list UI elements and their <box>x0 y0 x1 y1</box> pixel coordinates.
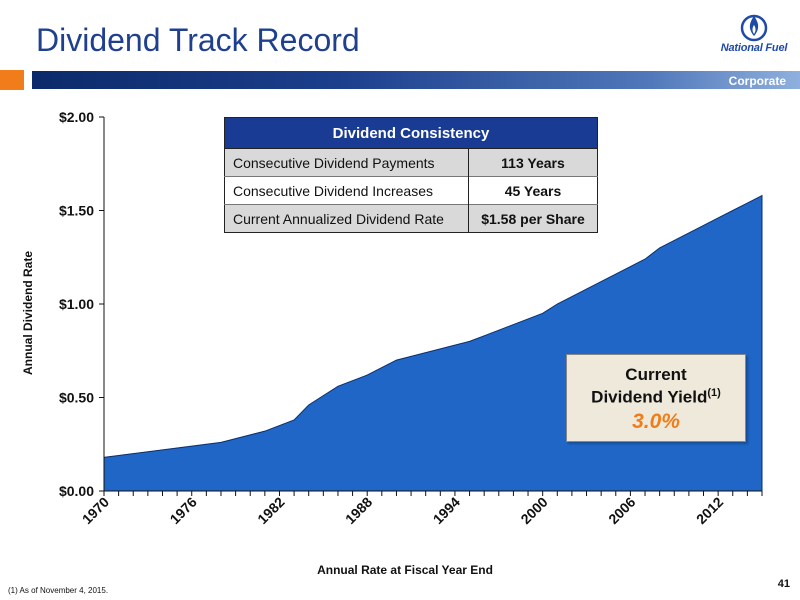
y-tick-label: $0.00 <box>59 483 94 499</box>
section-label: Corporate <box>728 74 786 88</box>
data-point <box>688 232 689 233</box>
y-tick-label: $1.00 <box>59 296 94 312</box>
data-point <box>367 374 368 375</box>
x-tick-label: 2000 <box>517 494 550 527</box>
data-point <box>177 447 178 448</box>
table-title: Dividend Consistency <box>224 117 598 149</box>
data-point <box>410 356 411 357</box>
x-tick-label: 2006 <box>605 494 638 527</box>
data-point <box>718 217 719 218</box>
yield-value: 3.0% <box>632 409 680 433</box>
data-point <box>615 273 616 274</box>
row-value: $1.58 per Share <box>467 204 598 233</box>
data-point <box>571 296 572 297</box>
data-point <box>747 202 748 203</box>
yield-footnote-marker: (1) <box>707 387 721 399</box>
data-point <box>293 419 294 420</box>
data-point <box>557 303 558 304</box>
dividend-area-series <box>103 194 763 492</box>
data-point <box>703 225 704 226</box>
x-tick-label: 1982 <box>254 494 287 527</box>
row-value: 113 Years <box>467 148 598 177</box>
data-point <box>206 444 207 445</box>
data-point <box>527 318 528 319</box>
header-accent-bar <box>0 70 24 90</box>
data-point <box>323 395 324 396</box>
data-point <box>601 281 602 282</box>
data-point <box>498 330 499 331</box>
data-point <box>264 431 265 432</box>
x-tick-label: 2012 <box>693 494 726 527</box>
page-number: 41 <box>777 578 790 590</box>
data-point <box>308 404 309 405</box>
data-point <box>425 352 426 353</box>
y-tick-label: $2.00 <box>59 109 94 125</box>
company-logo: National Fuel <box>714 10 794 70</box>
table-row: Consecutive Dividend Payments 113 Years <box>224 148 598 177</box>
data-point <box>352 380 353 381</box>
row-label: Current Annualized Dividend Rate <box>224 204 469 233</box>
data-point <box>279 425 280 426</box>
row-value: 45 Years <box>467 176 598 205</box>
x-tick-label: 1988 <box>342 494 375 527</box>
data-point <box>761 195 762 196</box>
dividend-consistency-table: Dividend Consistency Consecutive Dividen… <box>224 117 598 233</box>
logo-text: National Fuel <box>720 42 788 54</box>
table-row: Current Annualized Dividend Rate $1.58 p… <box>224 204 598 233</box>
yield-label-text: Dividend Yield <box>591 387 708 407</box>
data-point <box>542 313 543 314</box>
data-point <box>396 360 397 361</box>
data-point <box>118 455 119 456</box>
y-tick-label: $1.50 <box>59 203 94 219</box>
row-label: Consecutive Dividend Increases <box>224 176 469 205</box>
data-point <box>162 449 163 450</box>
x-tick-label: 1976 <box>167 494 200 527</box>
data-point <box>191 446 192 447</box>
data-point <box>586 288 587 289</box>
x-tick-label: 1994 <box>430 494 463 527</box>
data-point <box>440 348 441 349</box>
row-label: Consecutive Dividend Payments <box>224 148 469 177</box>
x-axis-title: Annual Rate at Fiscal Year End <box>317 563 493 577</box>
table-row: Consecutive Dividend Increases 45 Years <box>224 176 598 205</box>
y-axis-title: Annual Dividend Rate <box>21 251 35 375</box>
header-band <box>32 71 800 89</box>
data-point <box>732 210 733 211</box>
data-point <box>220 442 221 443</box>
y-tick-label: $0.50 <box>59 390 94 406</box>
flame-logo-icon <box>740 14 768 42</box>
data-point <box>630 266 631 267</box>
data-point <box>659 247 660 248</box>
yield-label-line2: Dividend Yield(1) <box>567 387 745 408</box>
data-point <box>469 341 470 342</box>
data-point <box>250 434 251 435</box>
data-point <box>513 324 514 325</box>
data-point <box>337 386 338 387</box>
dividend-yield-callout: Current Dividend Yield(1) 3.0% <box>566 354 746 442</box>
data-point <box>147 451 148 452</box>
data-point <box>454 345 455 346</box>
footnote: (1) As of November 4, 2015. <box>8 586 109 595</box>
yield-label-line1: Current <box>625 365 687 384</box>
data-point <box>644 259 645 260</box>
page-title: Dividend Track Record <box>36 22 360 58</box>
data-point <box>235 438 236 439</box>
data-point <box>381 367 382 368</box>
data-point <box>484 335 485 336</box>
data-point <box>674 240 675 241</box>
data-point <box>133 453 134 454</box>
